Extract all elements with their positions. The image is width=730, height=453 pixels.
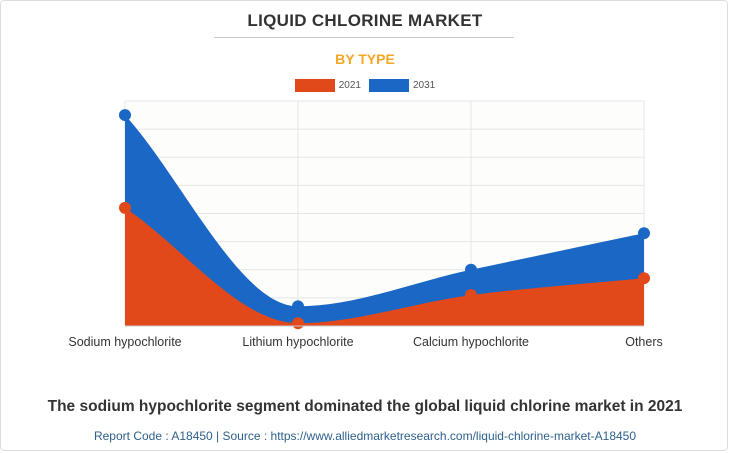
legend: 2021 2031 <box>0 79 730 92</box>
point-2031-2 <box>465 263 477 276</box>
area-series-2031 <box>125 115 644 326</box>
title-divider <box>214 37 514 38</box>
point-2031-1 <box>292 300 304 313</box>
footer-source[interactable]: Report Code : A18450 | Source : https://… <box>93 429 637 443</box>
point-2021-3 <box>638 272 650 285</box>
area-series-2021 <box>125 207 644 326</box>
legend-item-2031[interactable]: 2031 <box>369 79 435 92</box>
chart-subtitle: BY TYPE <box>335 51 395 67</box>
point-2031-0 <box>119 109 131 122</box>
footer-headline: The sodium hypochlorite segment dominate… <box>47 398 683 415</box>
point-2021-1 <box>292 317 304 330</box>
legend-label-2021: 2021 <box>338 80 361 91</box>
legend-item-2021[interactable]: 2021 <box>294 79 361 92</box>
legend-label-2031: 2031 <box>413 80 436 91</box>
point-2021-2 <box>465 289 477 302</box>
legend-swatch-2021 <box>294 79 335 92</box>
legend-swatch-2031 <box>369 79 409 92</box>
x-tick-label: Sodium hypochlorite <box>68 335 181 349</box>
x-tick-label: Others <box>625 335 663 349</box>
point-2031-3 <box>638 227 650 240</box>
point-2021-0 <box>119 201 131 214</box>
chart-title: LIQUID CHLORINE MARKET <box>247 11 483 30</box>
x-tick-label: Calcium hypochlorite <box>413 335 529 349</box>
x-tick-label: Lithium hypochlorite <box>242 335 353 349</box>
